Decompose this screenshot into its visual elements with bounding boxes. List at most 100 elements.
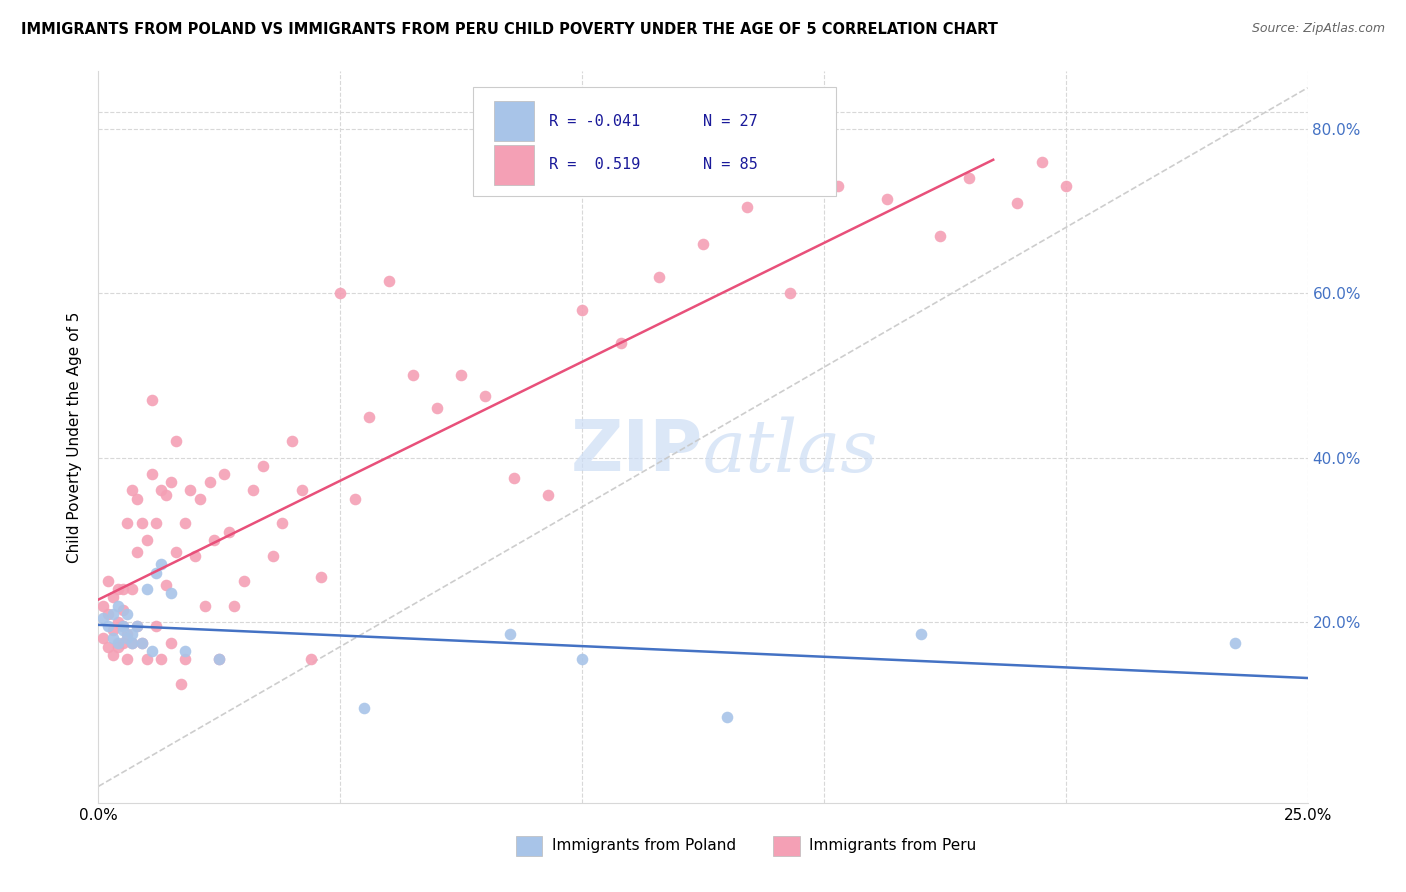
Point (150, 558, 173, 572)
Point (155, 578, 177, 592)
Point (111, 602, 134, 616)
Point (145, 566, 167, 580)
Point (111, 582, 134, 596)
Point (1007, 195, 1029, 210)
Point (165, 434, 187, 449)
Point (474, 389, 496, 403)
Point (117, 632, 139, 646)
Point (117, 627, 139, 641)
Point (169, 676, 191, 690)
Point (160, 635, 183, 649)
Point (117, 652, 139, 666)
Point (188, 491, 211, 506)
Point (121, 635, 143, 649)
Point (179, 483, 201, 498)
Point (184, 549, 207, 564)
Point (262, 549, 284, 564)
Point (111, 619, 134, 633)
Point (101, 632, 124, 646)
Point (929, 228, 952, 243)
Point (174, 516, 197, 531)
Point (498, 627, 520, 641)
Text: R = -0.041: R = -0.041 (550, 113, 641, 128)
Point (121, 635, 143, 649)
Point (735, 200, 758, 214)
Point (111, 635, 134, 649)
Point (97, 619, 120, 633)
FancyBboxPatch shape (474, 87, 837, 195)
Point (957, 171, 980, 186)
Point (155, 487, 177, 501)
Point (117, 516, 139, 531)
Point (101, 648, 124, 662)
Point (281, 434, 304, 449)
Point (648, 269, 671, 284)
Text: N = 85: N = 85 (703, 158, 758, 172)
Point (242, 483, 264, 498)
Point (141, 644, 163, 658)
Point (91, 599, 114, 613)
Bar (494, 145, 534, 186)
Bar (773, 836, 800, 856)
Point (107, 635, 129, 649)
Point (107, 582, 129, 596)
Point (101, 591, 124, 605)
Point (271, 516, 294, 531)
Point (377, 274, 399, 288)
Point (145, 516, 167, 531)
Point (91, 632, 114, 646)
Point (174, 644, 197, 658)
Point (309, 570, 332, 584)
Point (174, 652, 197, 666)
Point (131, 635, 153, 649)
Point (131, 516, 153, 531)
Point (450, 368, 472, 383)
Point (131, 635, 153, 649)
Point (692, 236, 714, 251)
Point (101, 624, 124, 638)
Point (503, 471, 526, 485)
Point (252, 458, 274, 473)
Point (299, 652, 322, 666)
Point (150, 483, 173, 498)
Point (1223, 635, 1246, 649)
Point (827, 179, 849, 194)
Text: atlas: atlas (703, 417, 879, 487)
Point (208, 652, 231, 666)
Point (212, 467, 235, 481)
Point (135, 582, 157, 596)
Point (359, 409, 381, 424)
Point (111, 624, 134, 638)
Point (208, 652, 231, 666)
Point (910, 627, 932, 641)
Text: Immigrants from Poland: Immigrants from Poland (551, 838, 735, 854)
Text: Source: ZipAtlas.com: Source: ZipAtlas.com (1251, 22, 1385, 36)
Point (145, 619, 167, 633)
Point (127, 545, 149, 559)
Point (135, 652, 157, 666)
Point (91, 611, 114, 625)
Point (779, 286, 801, 301)
Point (571, 652, 593, 666)
Point (537, 487, 560, 501)
Point (329, 286, 352, 301)
Point (107, 640, 129, 654)
Point (117, 607, 139, 621)
Point (290, 483, 312, 498)
Point (1054, 179, 1077, 194)
Point (222, 599, 245, 613)
Point (876, 192, 898, 206)
Y-axis label: Child Poverty Under the Age of 5: Child Poverty Under the Age of 5 (67, 311, 83, 563)
Point (121, 627, 143, 641)
Point (141, 467, 163, 481)
Point (97, 640, 120, 654)
Point (232, 574, 254, 588)
Point (111, 619, 134, 633)
Point (127, 619, 149, 633)
Text: ZIP: ZIP (571, 417, 703, 486)
Point (107, 599, 129, 613)
Text: N = 27: N = 27 (703, 113, 758, 128)
Point (97, 607, 120, 621)
Point (198, 475, 221, 490)
Point (194, 599, 217, 613)
